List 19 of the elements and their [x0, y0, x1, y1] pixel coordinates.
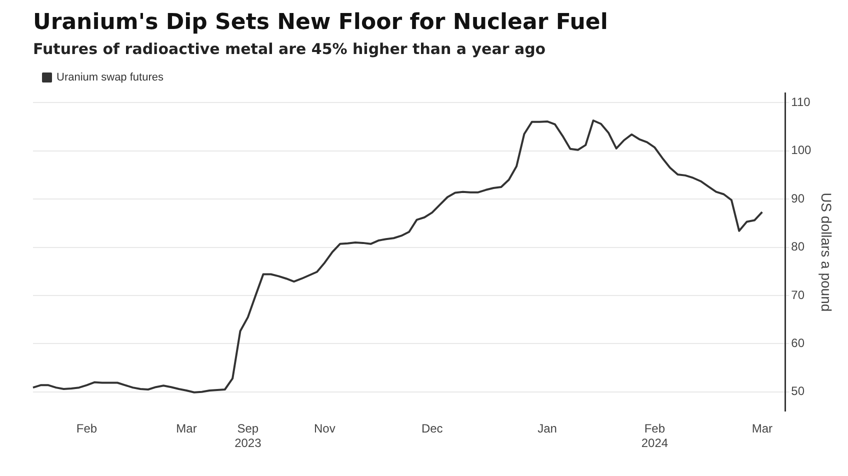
y-tick-label: 100	[791, 143, 812, 158]
x-tick-label: Feb	[76, 422, 98, 436]
y-tick-label: 80	[791, 240, 805, 254]
y-tick-label: 110	[791, 94, 811, 109]
y-tick-label: 70	[791, 288, 805, 302]
x-tick-label: Dec	[421, 422, 443, 436]
chart-subtitle: Futures of radioactive metal are 45% higher than a year ago	[33, 40, 546, 58]
y-tick-label: 90	[791, 191, 805, 206]
y-tick-label: 60	[791, 336, 805, 350]
chart-title: Uranium's Dip Sets New Floor for Nuclear Fuel	[33, 10, 608, 35]
x-tick-label: Jan	[538, 422, 557, 436]
x-tick-label: Feb 2024	[641, 422, 668, 450]
x-tick-label: Mar	[752, 422, 772, 436]
x-tick-label: Sep 2023	[234, 422, 262, 450]
y-axis-title: US dollars a pound	[818, 192, 835, 312]
x-tick-label: Mar	[176, 422, 197, 436]
y-tick-label: 50	[791, 384, 805, 398]
x-tick-label: Nov	[314, 422, 336, 436]
legend-label: Uranium swap futures	[56, 72, 164, 84]
